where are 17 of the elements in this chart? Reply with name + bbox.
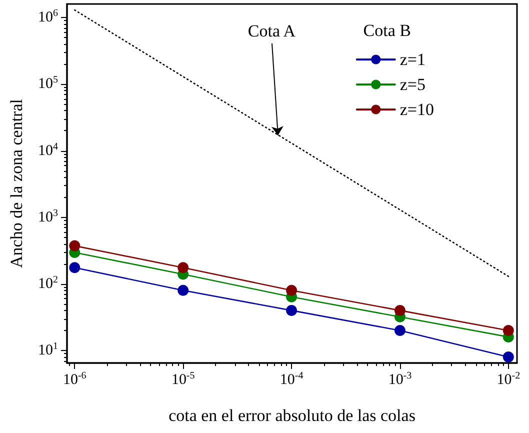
point — [178, 262, 189, 274]
point — [286, 304, 298, 316]
point — [394, 325, 406, 336]
legend-title: Cota B — [363, 21, 412, 40]
y-axis-title: Ancho de la zona central — [7, 98, 26, 268]
point — [502, 325, 514, 336]
point — [394, 304, 406, 316]
point — [286, 284, 298, 296]
legend-label: z=10 — [400, 100, 434, 119]
annotation: Cota A — [248, 21, 296, 40]
point — [69, 240, 80, 252]
legend-label: z=1 — [400, 50, 426, 69]
x-axis-title: cota en el error absoluto de las colas — [168, 406, 416, 425]
point — [69, 262, 80, 274]
point — [178, 284, 189, 296]
point — [502, 352, 514, 362]
legend-label: z=5 — [400, 75, 426, 94]
